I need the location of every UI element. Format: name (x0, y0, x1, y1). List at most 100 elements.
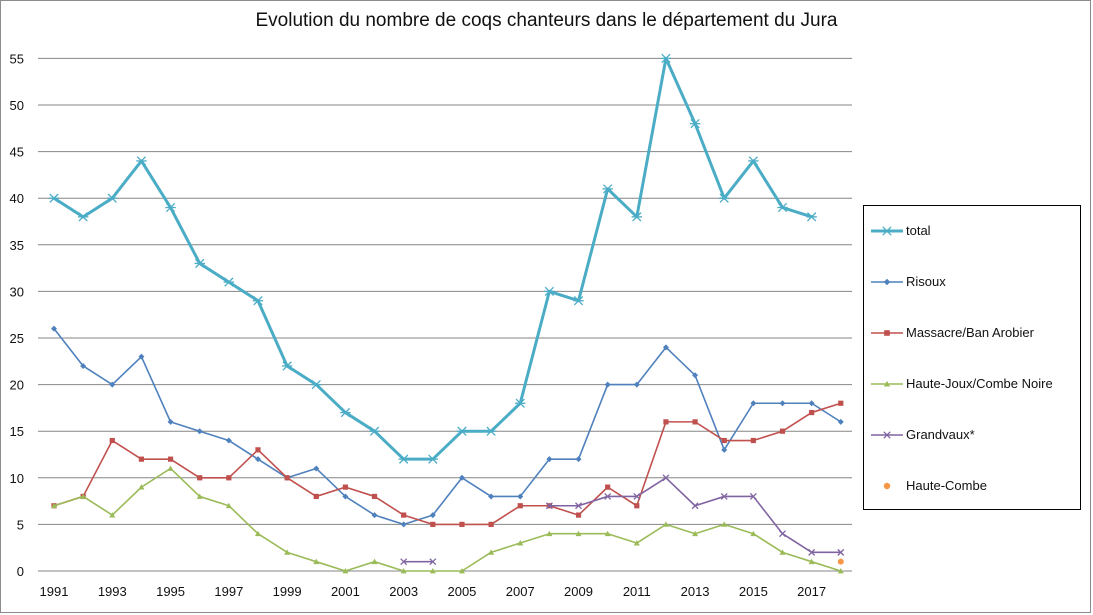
data-point (167, 465, 174, 471)
data-point (633, 540, 640, 546)
data-point (692, 419, 698, 425)
legend-item: Risoux (864, 272, 1080, 292)
data-point (806, 212, 817, 222)
data-point (197, 475, 203, 481)
data-point (77, 212, 89, 222)
y-tick-label: 50 (10, 98, 24, 113)
chart-legend: total Risoux Massacre/Ban Arobier Haute-Jou… (863, 205, 1081, 510)
data-point (371, 512, 378, 519)
data-point (779, 400, 786, 407)
data-point (342, 484, 348, 490)
data-point (109, 437, 115, 444)
data-point (225, 502, 232, 509)
data-point (515, 398, 526, 408)
y-tick-label: 15 (10, 424, 24, 439)
data-point (545, 502, 553, 510)
data-point (430, 521, 436, 527)
data-point (488, 549, 495, 555)
data-point (809, 409, 815, 416)
data-point (398, 454, 409, 464)
data-point (340, 407, 351, 418)
x-tick-label: 2009 (564, 584, 593, 599)
data-point (429, 558, 437, 566)
data-point (720, 492, 728, 500)
data-point (223, 277, 235, 287)
data-point (400, 558, 408, 566)
data-point (662, 474, 670, 482)
data-point (225, 437, 232, 444)
data-point (194, 258, 205, 269)
data-point (633, 492, 641, 500)
data-point (837, 418, 844, 425)
data-point (634, 503, 640, 509)
y-tick-label: 35 (10, 238, 24, 253)
data-point (371, 493, 378, 500)
series-grandvaux (400, 474, 845, 566)
data-point (254, 530, 261, 537)
legend-item: total (864, 221, 1080, 241)
data-point (749, 492, 757, 500)
data-point (689, 118, 701, 129)
data-point (883, 482, 891, 490)
data-point (167, 418, 174, 425)
y-tick-label: 20 (10, 378, 24, 393)
data-point (779, 530, 786, 538)
y-tick-label: 0 (17, 564, 24, 579)
x-tick-label: 2005 (447, 584, 476, 599)
data-point (604, 530, 611, 537)
data-point (575, 530, 582, 537)
data-point (254, 456, 261, 463)
x-tick-label: 2011 (623, 584, 651, 599)
data-point (721, 437, 727, 444)
data-point (575, 502, 582, 510)
series-line (53, 467, 842, 572)
legend-label: total (906, 223, 931, 238)
data-point (808, 558, 815, 565)
data-point (777, 202, 788, 213)
data-point (342, 493, 349, 500)
data-point (883, 278, 891, 286)
data-point (883, 380, 891, 387)
data-point (109, 381, 116, 388)
y-tick-label: 40 (10, 191, 24, 206)
data-point (51, 502, 57, 509)
data-point (252, 296, 264, 306)
data-point (80, 362, 87, 369)
data-point (881, 226, 893, 236)
data-point (837, 568, 844, 574)
data-point (750, 530, 757, 537)
x-tick-label: 2017 (797, 584, 826, 599)
data-point (546, 530, 553, 537)
data-point (544, 286, 555, 297)
legend-label: Grandvaux* (906, 427, 975, 442)
data-point (660, 53, 672, 64)
data-point (226, 475, 232, 481)
data-point (692, 372, 699, 379)
legend-label: Haute-Joux/Combe Noire (906, 376, 1053, 391)
x-tick-label: 2015 (739, 584, 768, 599)
data-point (313, 465, 320, 472)
data-point (196, 493, 203, 499)
data-point (136, 156, 147, 166)
data-point (400, 521, 407, 528)
x-tick-label: 2007 (506, 584, 535, 599)
data-point (662, 521, 669, 527)
legend-label: Massacre/Ban Arobier (906, 325, 1034, 340)
series-line (53, 328, 842, 526)
series-line (53, 402, 842, 526)
data-point (485, 426, 497, 436)
data-point (575, 512, 582, 518)
data-point (255, 447, 261, 453)
y-tick-label: 55 (10, 51, 24, 66)
data-point (165, 202, 176, 213)
data-point (837, 548, 845, 556)
data-point (662, 344, 669, 351)
chart-title: Evolution du nombre de coqs chanteurs da… (255, 10, 838, 31)
data-point (51, 325, 57, 332)
data-point (107, 193, 118, 203)
data-point (429, 568, 436, 574)
data-point (167, 456, 174, 462)
data-point (488, 493, 495, 500)
data-point (883, 431, 891, 439)
